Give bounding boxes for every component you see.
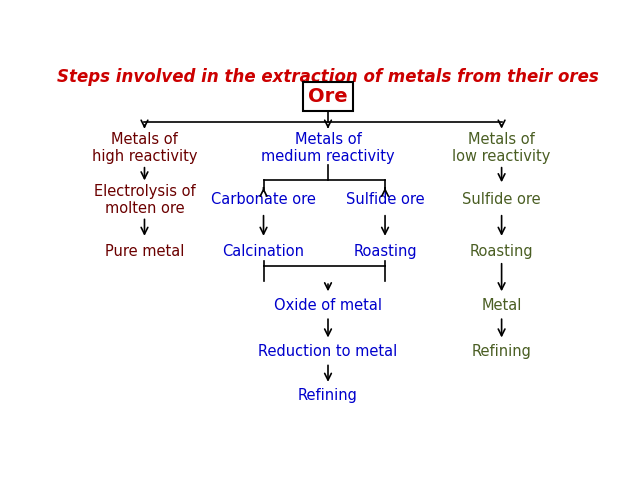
Text: Metal: Metal — [481, 298, 522, 313]
Text: Roasting: Roasting — [353, 244, 417, 259]
Text: Oxide of metal: Oxide of metal — [274, 298, 382, 313]
Text: Metals of
low reactivity: Metals of low reactivity — [452, 132, 551, 164]
Text: Carbonate ore: Carbonate ore — [211, 192, 316, 207]
Text: Refining: Refining — [298, 388, 358, 403]
Text: Sulfide ore: Sulfide ore — [346, 192, 424, 207]
Text: Pure metal: Pure metal — [105, 244, 184, 259]
Text: Ore: Ore — [308, 87, 348, 106]
Text: Metals of
medium reactivity: Metals of medium reactivity — [261, 132, 395, 164]
Text: Sulfide ore: Sulfide ore — [462, 192, 541, 207]
Text: Roasting: Roasting — [470, 244, 533, 259]
Text: Reduction to metal: Reduction to metal — [259, 344, 397, 359]
Text: Steps involved in the extraction of metals from their ores: Steps involved in the extraction of meta… — [57, 68, 599, 86]
Text: Electrolysis of
molten ore: Electrolysis of molten ore — [93, 184, 195, 216]
Text: Refining: Refining — [472, 344, 532, 359]
Text: Metals of
high reactivity: Metals of high reactivity — [92, 132, 197, 164]
Text: Calcination: Calcination — [223, 244, 305, 259]
